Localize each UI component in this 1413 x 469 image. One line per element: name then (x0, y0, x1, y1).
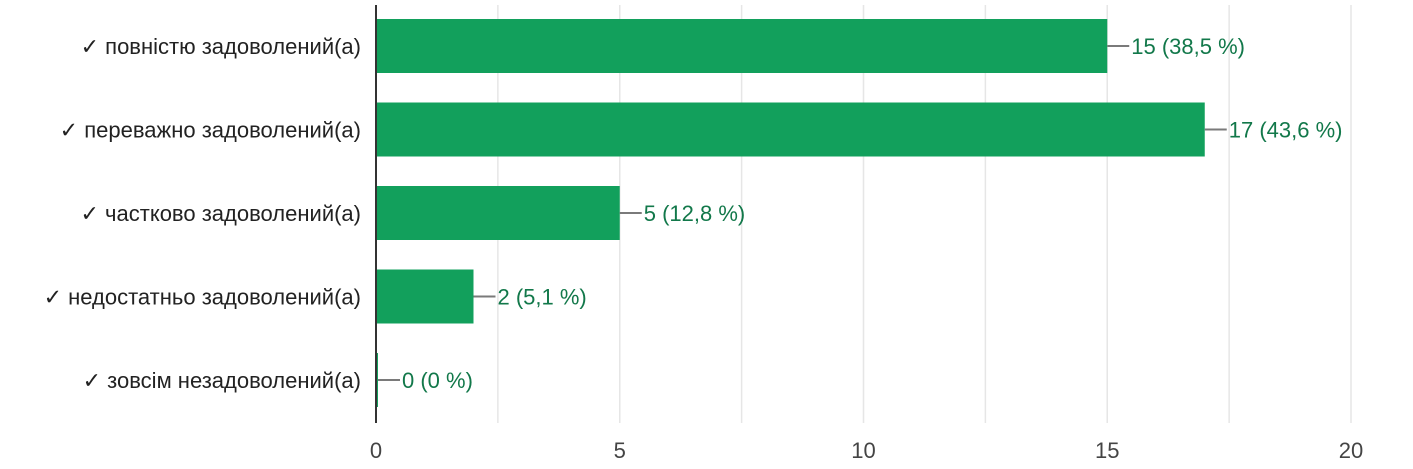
data-label-connectors (378, 45, 1227, 381)
bar (376, 102, 1205, 157)
bar (376, 186, 620, 240)
data-label: 2 (5,1 %) (498, 285, 587, 310)
data-label: 0 (0 %) (402, 368, 473, 393)
bar (376, 269, 474, 324)
x-tick-label: 20 (1339, 438, 1363, 463)
data-label: 15 (38,5 %) (1131, 34, 1245, 59)
bar (376, 19, 1108, 73)
x-axis-tick-labels: 0 5 10 15 20 (370, 438, 1363, 463)
x-tick-label: 5 (614, 438, 626, 463)
data-labels: 15 (38,5 %) 17 (43,6 %) 5 (12,8 %) 2 (5,1 %… (402, 34, 1342, 393)
x-tick-label: 15 (1095, 438, 1119, 463)
data-label: 5 (12,8 %) (644, 201, 746, 226)
category-label: ✓ зовсім незадоволений(а) (83, 368, 361, 393)
gridlines (497, 5, 1352, 423)
category-label: ✓ частково задоволений(а) (81, 201, 362, 226)
bars (376, 19, 1205, 407)
x-tick-label: 0 (370, 438, 382, 463)
x-tick-label: 10 (851, 438, 875, 463)
category-label: ✓ повністю задоволений(а) (81, 34, 361, 59)
data-label: 17 (43,6 %) (1229, 118, 1343, 143)
category-label: ✓ переважно задоволений(а) (60, 118, 361, 143)
category-label: ✓ недостатньо задоволений(а) (44, 285, 361, 310)
category-labels: ✓ повністю задоволений(а) ✓ переважно зад… (44, 34, 361, 393)
